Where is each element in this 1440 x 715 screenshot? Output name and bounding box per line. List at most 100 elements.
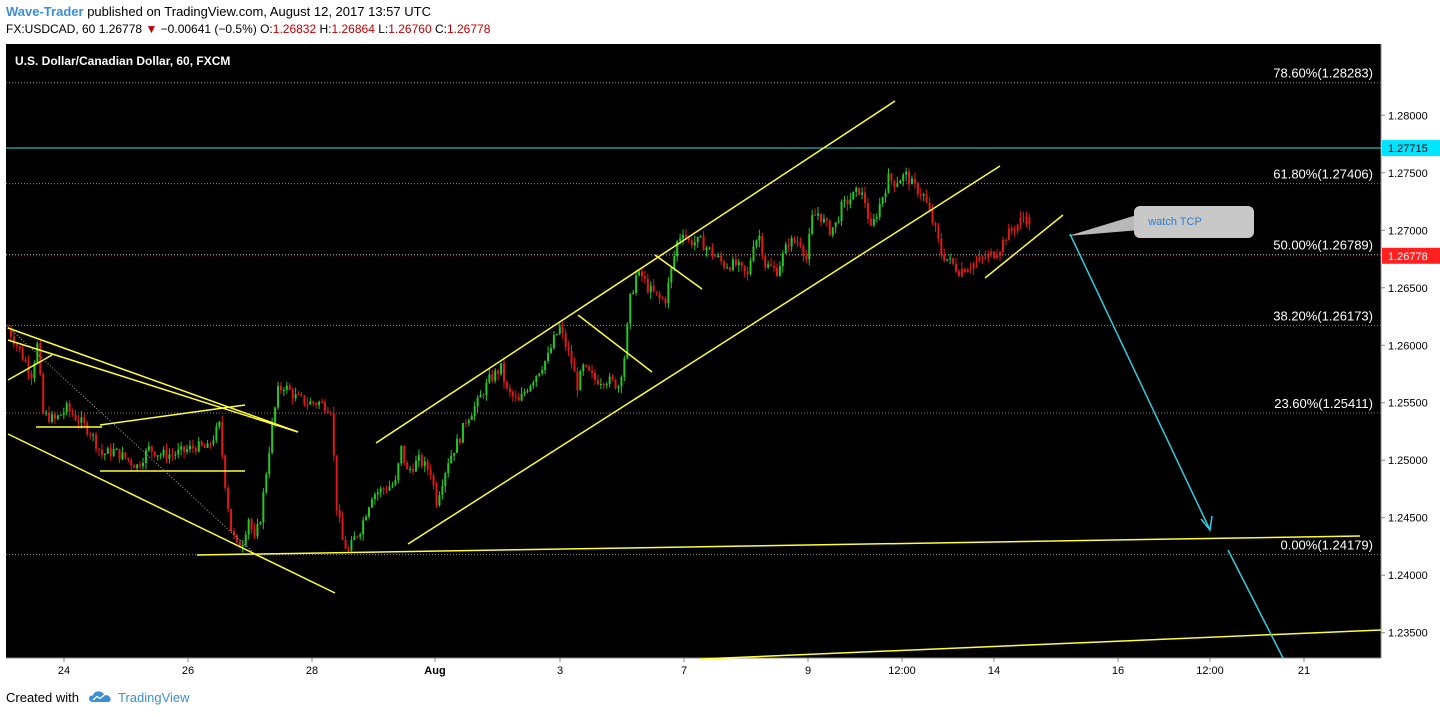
candle-body xyxy=(846,199,849,205)
candle xyxy=(500,363,503,377)
plot-area[interactable] xyxy=(6,44,1381,658)
candle-body xyxy=(406,462,409,470)
candle xyxy=(523,388,526,397)
candle xyxy=(843,196,846,208)
candle-body xyxy=(197,441,200,452)
candle xyxy=(100,443,103,460)
candle xyxy=(414,455,417,473)
candle xyxy=(922,192,925,201)
candle-body xyxy=(881,197,884,204)
candle xyxy=(309,397,312,405)
candle xyxy=(957,268,960,278)
candle xyxy=(878,197,881,221)
candle xyxy=(711,243,714,260)
candle xyxy=(80,411,83,429)
candle-body xyxy=(18,346,21,350)
candle-body xyxy=(755,240,758,247)
candle-body xyxy=(388,486,391,491)
candle xyxy=(814,208,817,217)
candle xyxy=(919,188,922,201)
candle-body xyxy=(687,237,690,241)
candle xyxy=(899,179,902,184)
candle-body xyxy=(535,375,538,383)
time-tick-label: 28 xyxy=(306,665,318,677)
candle-body xyxy=(218,421,221,427)
candle xyxy=(699,235,702,238)
candle xyxy=(183,445,186,459)
candle xyxy=(558,321,561,336)
candle-body xyxy=(520,393,523,401)
candle xyxy=(535,375,538,387)
candle-body xyxy=(285,385,288,390)
candle-body xyxy=(467,420,470,424)
trend-line xyxy=(196,535,1361,556)
time-tick-label: 12:00 xyxy=(888,665,916,677)
candle xyxy=(244,530,247,547)
price-chart[interactable]: 78.60%(1.28283) 61.80%(1.27406) 50.00%(1.2… xyxy=(0,42,1440,684)
candle-body xyxy=(963,268,966,273)
candle xyxy=(702,230,705,251)
candle xyxy=(817,207,820,221)
candle-body xyxy=(100,449,103,455)
candle xyxy=(661,296,664,300)
candle xyxy=(996,249,999,260)
candle-body xyxy=(731,259,734,271)
candle-body xyxy=(191,445,194,449)
candle-body xyxy=(438,495,441,506)
candle xyxy=(162,446,165,459)
candle-body xyxy=(403,445,406,463)
candle xyxy=(447,458,450,478)
candle xyxy=(808,228,811,266)
candle-body xyxy=(547,352,550,361)
badge-bg xyxy=(1382,140,1440,157)
candle xyxy=(805,250,808,264)
candle xyxy=(787,238,790,253)
candle-body xyxy=(177,449,180,455)
candle-body xyxy=(230,509,233,532)
candle-body xyxy=(470,416,473,421)
candle-body xyxy=(9,328,12,337)
candle xyxy=(106,446,109,455)
candle-body xyxy=(376,492,379,495)
candle-body xyxy=(819,213,822,223)
candle-body xyxy=(200,441,203,446)
candle-body xyxy=(86,422,89,435)
candle-body xyxy=(887,173,890,193)
candle-body xyxy=(373,494,376,500)
author-link[interactable]: Wave-Trader xyxy=(6,4,84,19)
candle-body xyxy=(188,445,191,450)
candle-body xyxy=(696,236,699,243)
candle xyxy=(417,449,420,468)
candle-body xyxy=(825,218,828,221)
candle xyxy=(520,386,523,402)
candle xyxy=(869,212,872,227)
candle-body xyxy=(1013,230,1016,232)
candle-body xyxy=(564,333,567,347)
candle xyxy=(1025,211,1028,228)
candle-body xyxy=(643,276,646,279)
candle-body xyxy=(212,440,215,445)
close-label: C: xyxy=(434,22,447,36)
candle-body xyxy=(596,380,599,385)
candle xyxy=(282,387,285,396)
candle xyxy=(467,418,470,427)
candle xyxy=(591,364,594,379)
candle xyxy=(68,400,71,418)
candle xyxy=(864,186,867,209)
tradingview-link[interactable]: TradingView xyxy=(118,690,190,705)
candle xyxy=(861,187,864,200)
candle-body xyxy=(952,258,955,264)
candle-body xyxy=(130,460,133,466)
candle xyxy=(913,172,916,189)
candle xyxy=(802,244,805,262)
candle xyxy=(350,536,353,552)
fib-level-label: 78.60%(1.28283) xyxy=(1273,66,1373,81)
candle xyxy=(943,248,946,262)
candle xyxy=(972,261,975,275)
candle xyxy=(1016,223,1019,235)
candle xyxy=(617,384,620,393)
candle xyxy=(579,369,582,391)
candle-body xyxy=(209,443,212,445)
candle xyxy=(934,221,937,233)
candle xyxy=(588,365,591,372)
